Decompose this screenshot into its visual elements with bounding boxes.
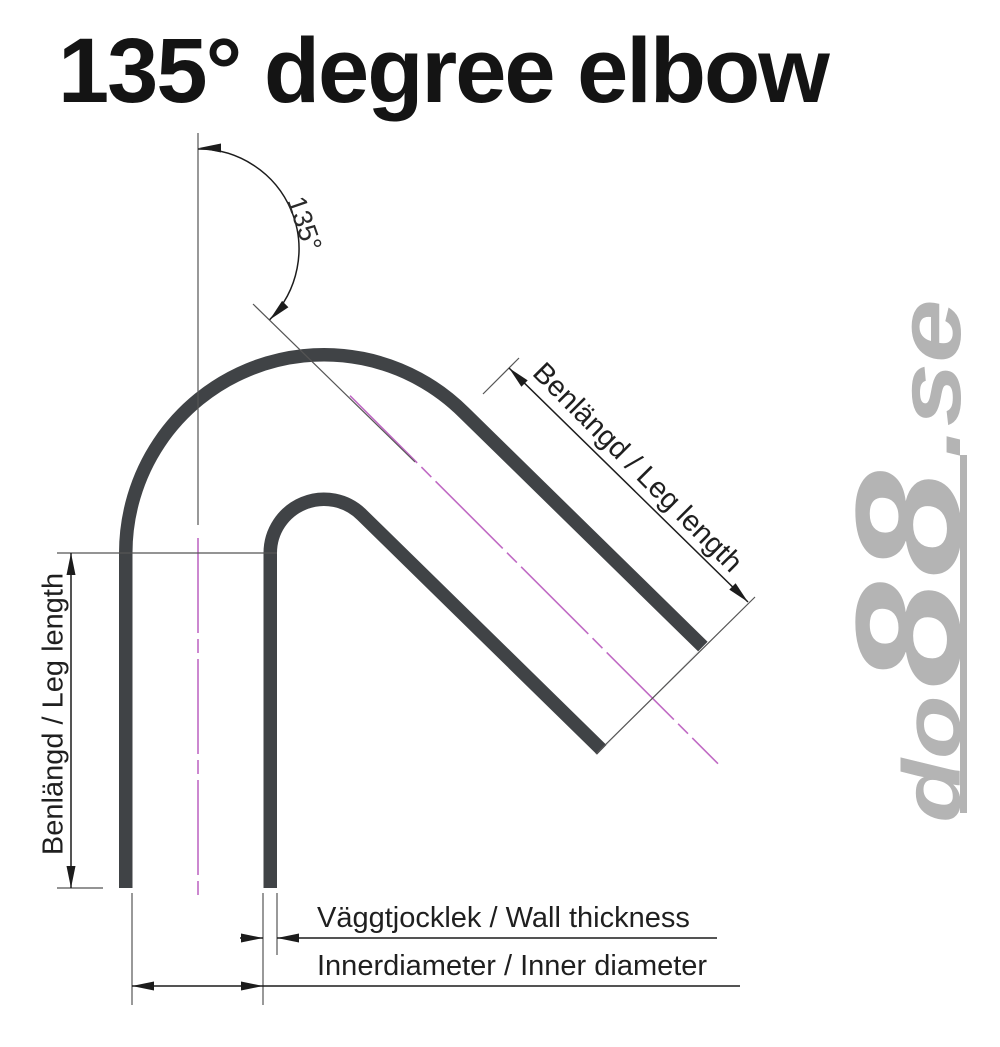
watermark-do88se: do 88 .se (824, 299, 992, 822)
leg-left-bottom-arrow (66, 866, 76, 888)
watermark-do: do (887, 695, 979, 823)
wall-thickness-label: Väggtjocklek / Wall thickness (317, 902, 690, 934)
inner-diameter-right-arrow (241, 981, 263, 991)
leg-diagonal-start-arrow (509, 368, 528, 387)
watermark-rotated-text: do 88 .se (824, 237, 992, 885)
watermark-88: 88 (824, 465, 992, 688)
inner-diameter-label: Innerdiameter / Inner diameter (317, 950, 708, 982)
arc-top-arrow (199, 143, 221, 153)
page-title: 135° degree elbow (58, 20, 830, 122)
diagonal-leg-start-extension (482, 357, 520, 395)
centerline-diagonal-leg (349, 395, 719, 765)
watermark-se: .se (880, 299, 981, 459)
leg-length-left-label: Benlängd / Leg length (37, 572, 70, 856)
wall-thickness-right-arrow (277, 933, 299, 943)
watermark-underline-bar (960, 455, 967, 813)
arc-bottom-arrow (269, 300, 289, 320)
leg-left-top-arrow (66, 553, 76, 575)
leg-diagonal-end-arrow (729, 583, 748, 602)
diagonal-end-face-line (595, 596, 756, 755)
leg-diagonal-dimension-line (508, 367, 749, 603)
angle-dimension-arc (197, 148, 300, 321)
angle-extension-diagonal-line (252, 303, 416, 463)
pipe-bore (132, 361, 699, 888)
inner-diameter-left-arrow (132, 981, 154, 991)
wall-thickness-left-arrow (241, 933, 263, 943)
